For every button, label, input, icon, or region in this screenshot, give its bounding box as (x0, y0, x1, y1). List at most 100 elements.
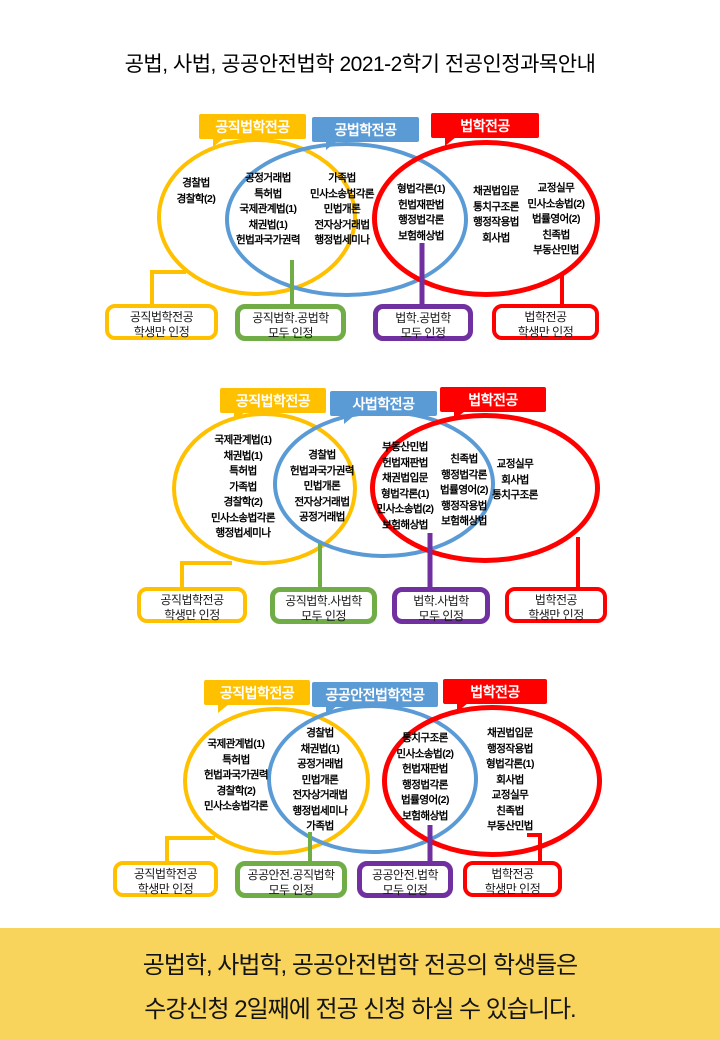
header-tab-gonggonganjeon: 공공안전법학전공 (312, 682, 438, 715)
course-item: 교정실무 (496, 458, 534, 470)
course-item: 부동산민법 (382, 441, 428, 453)
course-item: 부동산민법 (533, 244, 579, 256)
course-item: 형법각론(1) (381, 487, 429, 500)
course-item: 국제관계법(1) (214, 434, 272, 446)
course-item: 가족법 (229, 480, 257, 493)
course-item: 전자상거래법 (314, 218, 370, 231)
course-item: 행정작용법 (487, 742, 533, 755)
course-item: 통치구조론 (402, 732, 448, 744)
callout-beophak-only: 법학전공 학생만 인정 (492, 304, 599, 340)
course-item: 행정법각론 (402, 778, 448, 791)
course-item: 채권법입문 (487, 727, 533, 739)
callout-both-right: 법학.사법학 모두 인정 (392, 587, 490, 624)
course-item: 법률영어(2) (532, 213, 580, 225)
course-item: 공정거래법 (299, 511, 345, 523)
header-tab-gongjik: 공직법학전공 (199, 114, 306, 147)
callout-both-left: 공직법학.사법학 모두 인정 (270, 587, 377, 624)
course-column-mid-right: 형법각론(1) 헌법재판법 행정법각론 보험해상법 (371, 182, 471, 244)
course-item: 행정작용법 (473, 216, 519, 228)
callout-line: 공공안전.공직법학 (247, 868, 335, 882)
course-item: 채권법(1) (300, 742, 340, 755)
callout-beophak-only: 법학전공 학생만 인정 (505, 587, 607, 623)
course-item: 보험해상법 (402, 809, 448, 822)
course-item: 헌법재판법 (398, 198, 444, 211)
course-item: 통치구조론 (492, 489, 538, 501)
course-item: 행정법세미나 (314, 234, 370, 246)
banner-line-1: 공법학, 사법학, 공공안전법학 전공의 학생들은 (142, 951, 579, 979)
callout-both-right: 법학.공법학 모두 인정 (373, 304, 473, 341)
venn-diagram-public-law: 공직법학전공 공법학전공 법학전공 경찰법 경찰학(2) 공정거래법 특허법 국제관계… (0, 110, 720, 348)
header-tab-gongjik: 공직법학전공 (204, 680, 310, 713)
course-item: 보험해상법 (398, 229, 444, 242)
course-item: 가족법 (328, 172, 356, 184)
callout-line: 법학.공법학 (395, 311, 451, 325)
course-item: 민사소송법각론 (210, 511, 276, 524)
course-item: 법률영어(2) (401, 794, 449, 806)
course-item: 민사소송법(2) (527, 197, 585, 210)
callout-line: 모두 인정 (268, 326, 314, 340)
course-item: 헌법재판법 (402, 763, 448, 775)
course-item: 헌법과국가권력 (235, 234, 301, 246)
course-column-left-mid-2: 가족법 민사소송법각론 민법개론 전자상거래법 행정법세미나 (292, 171, 392, 249)
course-item: 통치구조론 (473, 200, 519, 213)
course-item: 가족법 (306, 820, 334, 832)
course-item: 행정법세미나 (292, 804, 348, 817)
course-item: 행정법각론 (398, 214, 444, 226)
callout-line: 공직법학전공 (160, 593, 224, 607)
course-item: 경찰법 (182, 177, 210, 189)
course-item: 특허법 (254, 187, 282, 200)
course-item: 행정법각론 (441, 468, 487, 481)
course-item: 교정실무 (491, 789, 529, 801)
callout-both-left: 공직법학.공법학 모두 인정 (235, 304, 346, 341)
circle-red (370, 413, 600, 563)
callout-both-right: 공공안전.법학 모두 인정 (357, 861, 453, 898)
course-column-right-1: 채권법입문 통치구조론 행정작용법 회사법 (446, 184, 546, 246)
callout-line: 공직법학.사법학 (285, 594, 362, 608)
course-item: 보험해상법 (382, 518, 428, 531)
course-column-mid-right-2: 친족법 행정법각론 법률영어(2) 행정작용법 보험해상법 (414, 452, 514, 530)
course-item: 부동산민법 (487, 820, 533, 832)
callout-line: 공직법학.공법학 (252, 311, 329, 325)
course-item: 전자상거래법 (294, 495, 350, 508)
callout-line: 모두 인정 (382, 883, 429, 897)
header-tab-beophak: 법학전공 (431, 113, 539, 146)
course-item: 행정작용법 (441, 499, 487, 512)
course-item: 공정거래법 (245, 172, 291, 184)
course-item: 공정거래법 (297, 758, 343, 770)
course-item: 특허법 (222, 753, 250, 766)
callout-gongjik-only: 공직법학전공 학생만 인정 (137, 587, 247, 623)
course-item: 특허법 (229, 465, 257, 477)
page-title: 공법, 사법, 공공안전법학 2021-2학기 전공인정과목안내 (124, 53, 596, 76)
course-item: 친족법 (496, 804, 524, 817)
course-item: 채권법입문 (382, 472, 428, 484)
callout-line: 법학전공 (534, 593, 578, 607)
course-item: 행정법세미나 (215, 527, 271, 539)
header-tab-beophak: 법학전공 (440, 387, 546, 420)
course-item: 헌법과국가권력 (203, 769, 269, 781)
course-item: 민법개론 (301, 773, 339, 786)
course-item: 보험해상법 (441, 515, 487, 527)
callout-line: 법학전공 (491, 867, 534, 881)
banner-line-2: 수강신청 2일째에 전공 신청 하실 수 있습니다. (144, 995, 576, 1023)
course-item: 민사소송법(2) (396, 747, 454, 760)
course-item: 헌법재판법 (382, 456, 428, 469)
course-item: 법률영어(2) (440, 484, 488, 496)
course-item: 민법개론 (303, 480, 341, 492)
callout-gongjik-only: 공직법학전공 학생만 인정 (113, 861, 218, 897)
callout-line: 모두 인정 (400, 326, 447, 340)
callout-both-left: 공공안전.공직법학 모두 인정 (235, 861, 347, 898)
course-column-left-mid: 경찰법 채권법(1) 공정거래법 민법개론 전자상거래법 행정법세미나 가족법 (270, 726, 370, 835)
course-column-left-mid: 경찰법 헌법과국가권력 민법개론 전자상거래법 공정거래법 (272, 448, 372, 526)
header-tab-gongbeop: 공법학전공 (312, 117, 419, 150)
course-item: 전자상거래법 (292, 789, 348, 801)
course-item: 교정실무 (537, 182, 575, 194)
course-item: 회사법 (482, 231, 510, 244)
course-item: 채권법(1) (223, 449, 263, 462)
venn-diagram-public-safety-law: 공직법학전공 공공안전법학전공 법학전공 국제관계법(1) 특허법 헌법과국가권력 경… (0, 677, 720, 905)
course-item: 국제관계법(1) (207, 738, 265, 750)
header-tab-gongjik: 공직법학전공 (220, 388, 326, 421)
course-item: 헌법과국가권력 (289, 464, 355, 477)
circle-red (382, 705, 602, 857)
callout-line: 법학전공 (524, 310, 567, 324)
